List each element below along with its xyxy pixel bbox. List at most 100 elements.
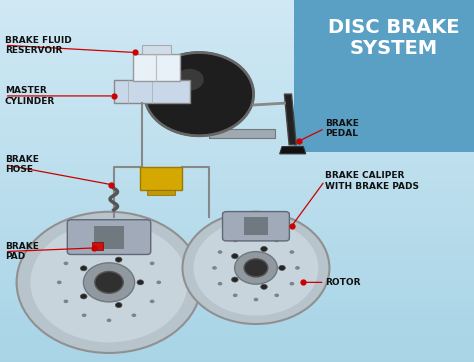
Bar <box>0 317 474 326</box>
Circle shape <box>212 266 217 270</box>
Circle shape <box>233 239 237 242</box>
Circle shape <box>115 257 122 262</box>
Circle shape <box>295 266 300 270</box>
Bar <box>0 272 474 281</box>
Bar <box>147 190 175 195</box>
Bar <box>0 163 474 172</box>
Bar <box>0 136 474 145</box>
Bar <box>294 0 474 152</box>
Text: MASTER
CYLINDER: MASTER CYLINDER <box>5 86 55 106</box>
Bar <box>0 127 474 136</box>
Text: BRAKE
PAD: BRAKE PAD <box>5 242 38 261</box>
Circle shape <box>218 282 222 286</box>
Text: DISC BRAKE
SYSTEM: DISC BRAKE SYSTEM <box>328 18 459 58</box>
Circle shape <box>193 220 319 316</box>
Bar <box>0 118 474 127</box>
Circle shape <box>95 272 123 293</box>
Bar <box>0 100 474 109</box>
Bar <box>142 45 171 54</box>
Bar <box>244 217 268 235</box>
Bar <box>0 90 474 100</box>
Bar <box>0 18 474 27</box>
FancyBboxPatch shape <box>67 220 151 254</box>
Circle shape <box>290 282 294 286</box>
Circle shape <box>182 212 329 324</box>
Bar <box>0 244 474 253</box>
Bar <box>0 0 474 9</box>
Text: BRAKE FLUID
RESERVOIR: BRAKE FLUID RESERVOIR <box>5 35 72 55</box>
Circle shape <box>150 300 155 303</box>
Text: ROTOR: ROTOR <box>325 278 360 287</box>
Text: BRAKE
HOSE: BRAKE HOSE <box>5 155 38 174</box>
Bar <box>0 9 474 18</box>
Circle shape <box>57 281 62 284</box>
Circle shape <box>82 313 86 317</box>
Circle shape <box>17 212 201 353</box>
Bar <box>0 145 474 154</box>
Circle shape <box>82 248 87 251</box>
Circle shape <box>235 252 277 284</box>
Circle shape <box>279 265 285 270</box>
Circle shape <box>83 263 135 302</box>
Circle shape <box>290 250 294 254</box>
Bar <box>0 172 474 181</box>
Bar <box>0 54 474 63</box>
Circle shape <box>274 294 279 297</box>
Bar <box>94 226 124 249</box>
Circle shape <box>232 254 238 259</box>
Bar <box>0 344 474 353</box>
Bar <box>0 45 474 54</box>
Circle shape <box>131 248 137 251</box>
Polygon shape <box>284 94 296 145</box>
Bar <box>114 80 190 103</box>
Bar <box>0 81 474 90</box>
Text: BRAKE
PEDAL: BRAKE PEDAL <box>325 119 358 138</box>
Bar <box>0 72 474 81</box>
Circle shape <box>81 294 87 299</box>
Bar <box>133 54 180 81</box>
Bar <box>209 129 275 138</box>
Bar <box>0 190 474 199</box>
Bar <box>0 308 474 317</box>
Bar <box>0 226 474 235</box>
Bar <box>0 208 474 217</box>
Circle shape <box>150 261 155 265</box>
Bar <box>0 335 474 344</box>
Bar <box>0 281 474 290</box>
Bar <box>0 326 474 335</box>
Bar <box>0 353 474 362</box>
Bar <box>92 242 103 250</box>
Bar <box>0 299 474 308</box>
Circle shape <box>64 261 68 265</box>
Bar <box>0 154 474 163</box>
Circle shape <box>64 299 68 303</box>
Bar <box>140 167 182 190</box>
Bar <box>0 63 474 72</box>
Bar <box>0 290 474 299</box>
Circle shape <box>145 52 254 136</box>
Circle shape <box>274 239 279 242</box>
Text: BRAKE CALIPER
WITH BRAKE PADS: BRAKE CALIPER WITH BRAKE PADS <box>325 171 419 191</box>
Circle shape <box>261 284 267 289</box>
Circle shape <box>254 298 258 301</box>
Bar <box>0 27 474 36</box>
Circle shape <box>115 303 122 308</box>
Circle shape <box>30 222 188 342</box>
Bar <box>0 217 474 226</box>
Circle shape <box>131 313 136 317</box>
Bar <box>0 36 474 45</box>
Circle shape <box>218 250 222 254</box>
Bar <box>0 253 474 262</box>
Bar <box>0 235 474 244</box>
Circle shape <box>233 294 237 297</box>
Circle shape <box>81 266 87 271</box>
Circle shape <box>175 69 204 90</box>
Circle shape <box>107 319 111 322</box>
Circle shape <box>254 235 258 238</box>
Polygon shape <box>280 147 306 154</box>
Bar <box>0 199 474 208</box>
Circle shape <box>261 247 267 252</box>
Bar <box>0 181 474 190</box>
FancyBboxPatch shape <box>223 211 289 241</box>
Circle shape <box>137 280 144 285</box>
